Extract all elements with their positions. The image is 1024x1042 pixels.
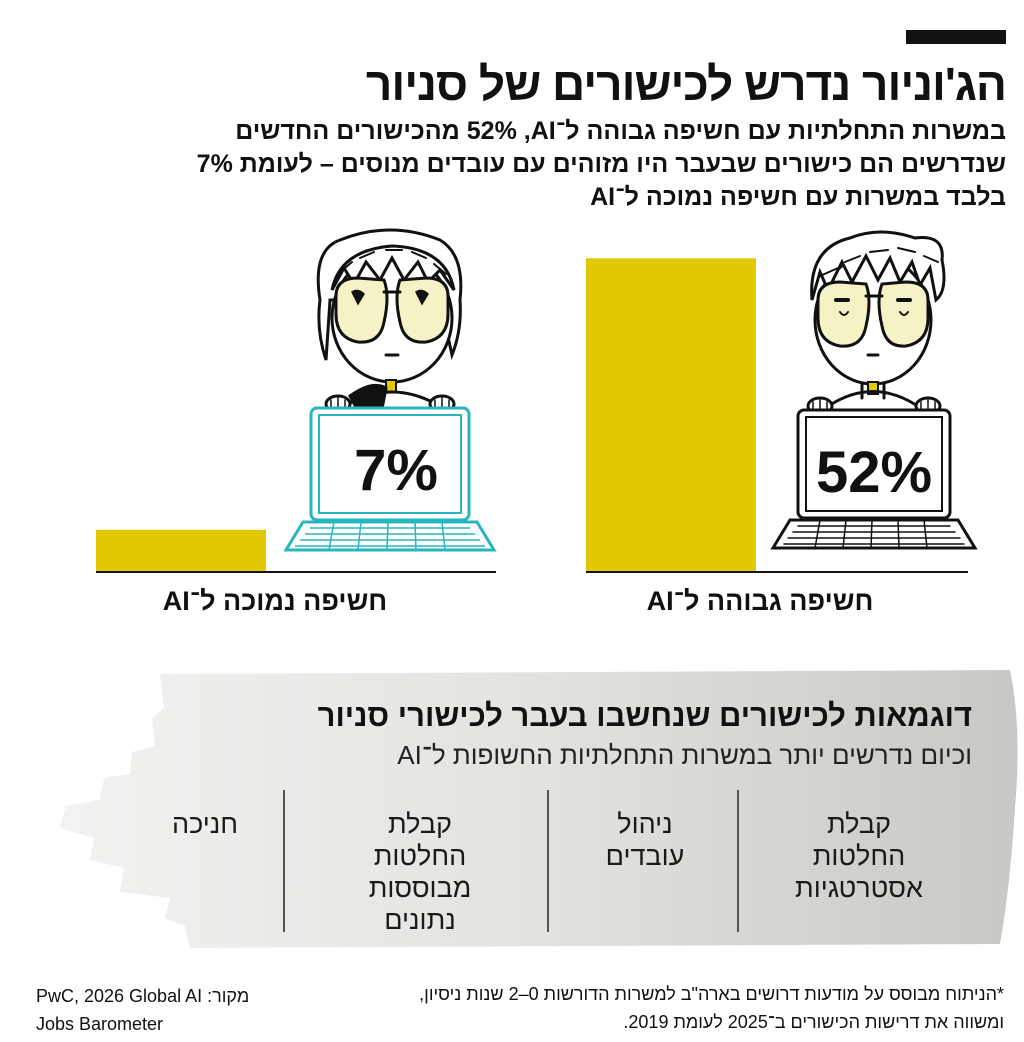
low-exposure-value-label: 7% bbox=[354, 438, 438, 503]
examples-divider bbox=[737, 790, 739, 932]
high-exposure-character-icon bbox=[770, 230, 978, 550]
examples-subtitle: וכיום נדרשים יותר במשרות התחלתיות החשופו… bbox=[397, 740, 972, 770]
page-title: הג'וניור נדרש לכישורים של סניור bbox=[365, 58, 1007, 110]
footnote: *הניתוח מבוסס על מודעות דרושים בארה"ב למ… bbox=[419, 984, 1004, 1032]
source-credit: מקור: PwC, 2026 Global AI Jobs Barometer bbox=[36, 982, 316, 1038]
bar-low-exposure bbox=[96, 529, 266, 572]
examples-divider bbox=[283, 790, 285, 932]
page-subtitle: במשרות התחלתיות עם חשיפה גבוהה ל־AI, ‏52… bbox=[196, 117, 1006, 211]
low-exposure-character-icon bbox=[316, 228, 463, 432]
category-label-high: חשיפה גבוהה ל־AI bbox=[646, 586, 874, 616]
examples-title: דוגמאות לכישורים שנחשבו בעבר לכישורי סני… bbox=[317, 698, 972, 733]
high-exposure-value-label: 52% bbox=[816, 440, 932, 505]
bar-high-exposure bbox=[586, 258, 756, 572]
example-skill: חניכה bbox=[171, 809, 239, 839]
source-label: מקור: bbox=[207, 986, 250, 1006]
example-skill: קבלת החלטות מבוססות נתונים bbox=[368, 809, 472, 935]
top-accent-bar bbox=[906, 30, 1006, 44]
examples-banner bbox=[60, 670, 1018, 948]
bar-chart: 52% 7% bbox=[96, 228, 978, 573]
source-text: PwC, 2026 Global AI bbox=[36, 986, 203, 1006]
example-skill: קבלת החלטות אסטרטגיות bbox=[795, 809, 923, 903]
source-text-line2: Jobs Barometer bbox=[36, 1014, 164, 1034]
category-label-low: חשיפה נמוכה ל־AI bbox=[162, 586, 388, 616]
low-exposure-laptop-icon bbox=[283, 406, 497, 552]
example-skill: ניהול עובדים bbox=[605, 809, 685, 871]
examples-divider bbox=[547, 790, 549, 932]
